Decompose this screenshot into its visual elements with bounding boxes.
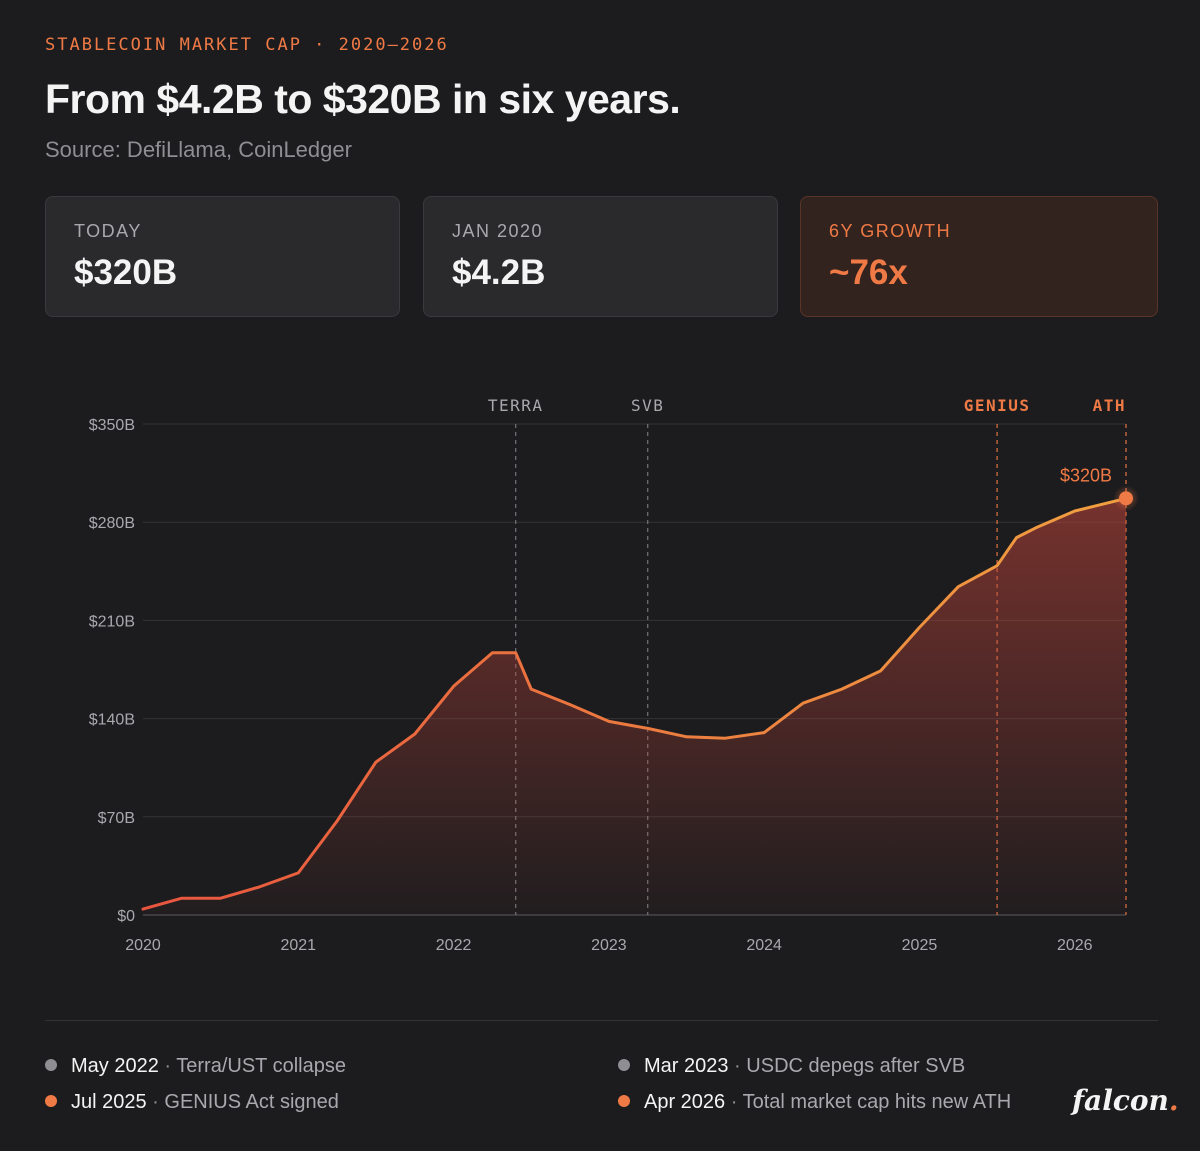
legend-item-genius: Jul 2025 · GENIUS Act signed — [45, 1091, 339, 1114]
y-tick-label: $210B — [89, 613, 135, 630]
y-tick-label: $280B — [89, 515, 135, 532]
stat-label: JAN 2020 — [452, 221, 544, 241]
x-tick-label: 2026 — [1057, 937, 1093, 954]
legend-dot — [618, 1059, 630, 1071]
y-tick-label: $70B — [98, 810, 135, 827]
legend-separator: · — [725, 1091, 743, 1113]
x-tick-label: 2021 — [280, 937, 316, 954]
x-tick-label: 2023 — [591, 937, 627, 954]
chart-eyebrow: STABLECOIN MARKET CAP · 2020–2026 — [45, 35, 449, 55]
endpoint-label: $320B — [1060, 465, 1112, 485]
stat-value: ~76x — [829, 253, 908, 292]
event-label: SVB — [631, 396, 664, 415]
legend-desc: GENIUS Act signed — [164, 1091, 339, 1113]
legend-desc: Terra/UST collapse — [176, 1055, 346, 1077]
legend-item-ath: Apr 2026 · Total market cap hits new ATH — [618, 1091, 1011, 1114]
endpoint-marker: $320B — [1060, 465, 1139, 512]
stat-value: $320B — [74, 253, 178, 292]
stat-card-jan-2020: JAN 2020 $4.2B — [423, 196, 778, 317]
page-title: From $4.2B to $320B in six years. — [45, 76, 681, 122]
event-label: TERRA — [488, 396, 544, 415]
falcon-logo: falcon. — [1072, 1084, 1179, 1117]
y-tick-label: $140B — [89, 712, 135, 729]
series-line — [141, 496, 1128, 911]
legend-separator: · — [158, 1055, 177, 1077]
logo-wordmark: falcon — [1072, 1084, 1169, 1117]
event-label: ATH — [1093, 396, 1126, 415]
x-tick-label: 2024 — [746, 937, 782, 954]
logo-dot: . — [1168, 1084, 1179, 1117]
stat-label: 6Y GROWTH — [829, 221, 952, 241]
event-label: GENIUS — [964, 396, 1031, 415]
stat-card-today: TODAY $320B — [45, 196, 400, 317]
axis-ticks: $0 $70B $140B $210B $280B $350B 2020 2021 2022 20… — [89, 417, 1093, 954]
legend-date: Jul 2025 — [71, 1091, 147, 1113]
x-tick-label: 2022 — [436, 937, 472, 954]
stat-cards: TODAY $320B JAN 2020 $4.2B 6Y GROWTH ~76… — [45, 196, 1158, 319]
market-cap-chart: TERRA SVB GENIUS ATH $0$70B$140B$210B$280B$… — [89, 396, 1139, 954]
x-tick-label: 2020 — [125, 937, 161, 954]
y-tick-label: $0 — [117, 908, 135, 925]
legend-date: Apr 2026 — [644, 1091, 726, 1113]
stat-card-growth: 6Y GROWTH ~76x — [800, 196, 1158, 317]
legend-item-terra: May 2022 · Terra/UST collapse — [45, 1055, 346, 1078]
series-area — [143, 498, 1126, 915]
source-note: Source: DefiLlama, CoinLedger — [45, 137, 352, 162]
stat-label: TODAY — [74, 221, 142, 241]
legend-date: May 2022 — [71, 1055, 159, 1077]
legend-dot — [45, 1095, 57, 1107]
legend-separator: · — [146, 1091, 165, 1113]
legend-dot — [618, 1095, 630, 1107]
legend-desc: Total market cap hits new ATH — [742, 1091, 1012, 1113]
legend-dot — [45, 1059, 57, 1071]
legend-date: Mar 2023 — [644, 1055, 729, 1077]
legend-item-svb: Mar 2023 · USDC depegs after SVB — [618, 1055, 965, 1078]
legend-divider — [45, 1020, 1158, 1021]
endpoint-dot — [1119, 491, 1133, 506]
x-tick-label: 2025 — [902, 937, 938, 954]
legend-separator: · — [728, 1055, 747, 1077]
y-tick-label: $350B — [89, 417, 135, 434]
legend-desc: USDC depegs after SVB — [746, 1055, 966, 1077]
stat-value: $4.2B — [452, 253, 546, 292]
